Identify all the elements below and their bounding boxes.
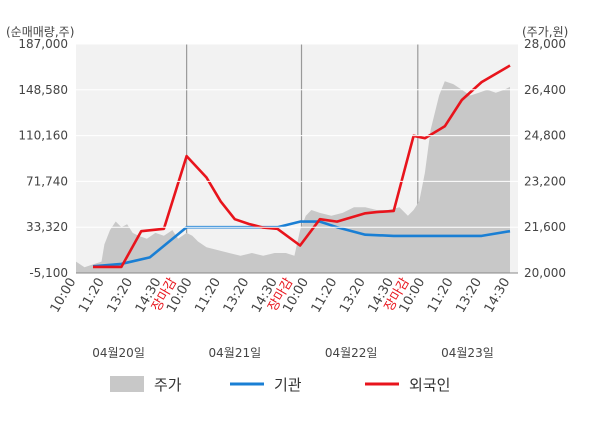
right-tick-label: 20,000 xyxy=(524,266,566,280)
x-tick-label: 11:20 xyxy=(425,276,457,316)
date-labels: 04월20일 04월21일 04월22일 04월23일 xyxy=(92,346,494,360)
line-layer xyxy=(92,64,511,269)
x-tick-label: 11:20 xyxy=(309,276,341,316)
left-tick-label: 148,580 xyxy=(18,83,68,97)
left-tick-label: 187,000 xyxy=(18,37,68,51)
series-line-외국인 xyxy=(93,64,511,269)
legend-label: 기관 xyxy=(274,376,302,394)
legend-label: 주가 xyxy=(154,376,182,394)
left-tick-label: 33,320 xyxy=(26,220,68,234)
axes xyxy=(76,43,518,274)
right-tick-label: 24,800 xyxy=(524,129,566,143)
x-axis-ticks: 10:0011:2013:2014:30장마감10:0011:2013:2014… xyxy=(48,275,514,315)
left-axis-unit-label: (순매매량,주) xyxy=(6,25,74,39)
date-label: 04월22일 xyxy=(325,346,378,360)
legend-swatch-주가 xyxy=(110,376,144,392)
series-line-기관 xyxy=(92,220,511,268)
left-tick-label: -5,100 xyxy=(29,266,68,280)
right-tick-label: 23,200 xyxy=(524,174,566,188)
right-axis-unit-label: (주가,원) xyxy=(522,25,568,39)
x-tick-label: 11:20 xyxy=(192,276,224,316)
x-tick-label: 14:30 xyxy=(482,276,514,316)
x-tick-label: 11:20 xyxy=(76,276,108,316)
x-tick-label: 13:20 xyxy=(221,276,253,316)
left-axis-ticks: 187,000 148,580 110,160 71,740 33,320 -5,100 xyxy=(18,37,68,280)
right-tick-label: 28,000 xyxy=(524,37,566,51)
legend: 주가 기관 외국인 xyxy=(110,376,450,394)
x-tick-label: 13:20 xyxy=(337,276,369,316)
right-axis-ticks: 28,000 26,400 24,800 23,200 21,600 20,000 xyxy=(524,37,566,280)
legend-label: 외국인 xyxy=(409,376,450,394)
series-area-주가 xyxy=(76,81,510,273)
right-tick-label: 21,600 xyxy=(524,220,566,234)
left-tick-label: 110,160 xyxy=(18,129,68,143)
x-tick-label: 13:20 xyxy=(104,276,136,316)
date-label: 04월20일 xyxy=(92,346,145,360)
right-tick-label: 26,400 xyxy=(524,83,566,97)
x-tick-label: 13:20 xyxy=(453,276,485,316)
date-label: 04월21일 xyxy=(209,346,262,360)
date-label: 04월23일 xyxy=(441,346,494,360)
price-area-layer xyxy=(76,81,510,273)
x-tick-label: 10:00 xyxy=(48,276,80,316)
left-tick-label: 71,740 xyxy=(26,174,68,188)
